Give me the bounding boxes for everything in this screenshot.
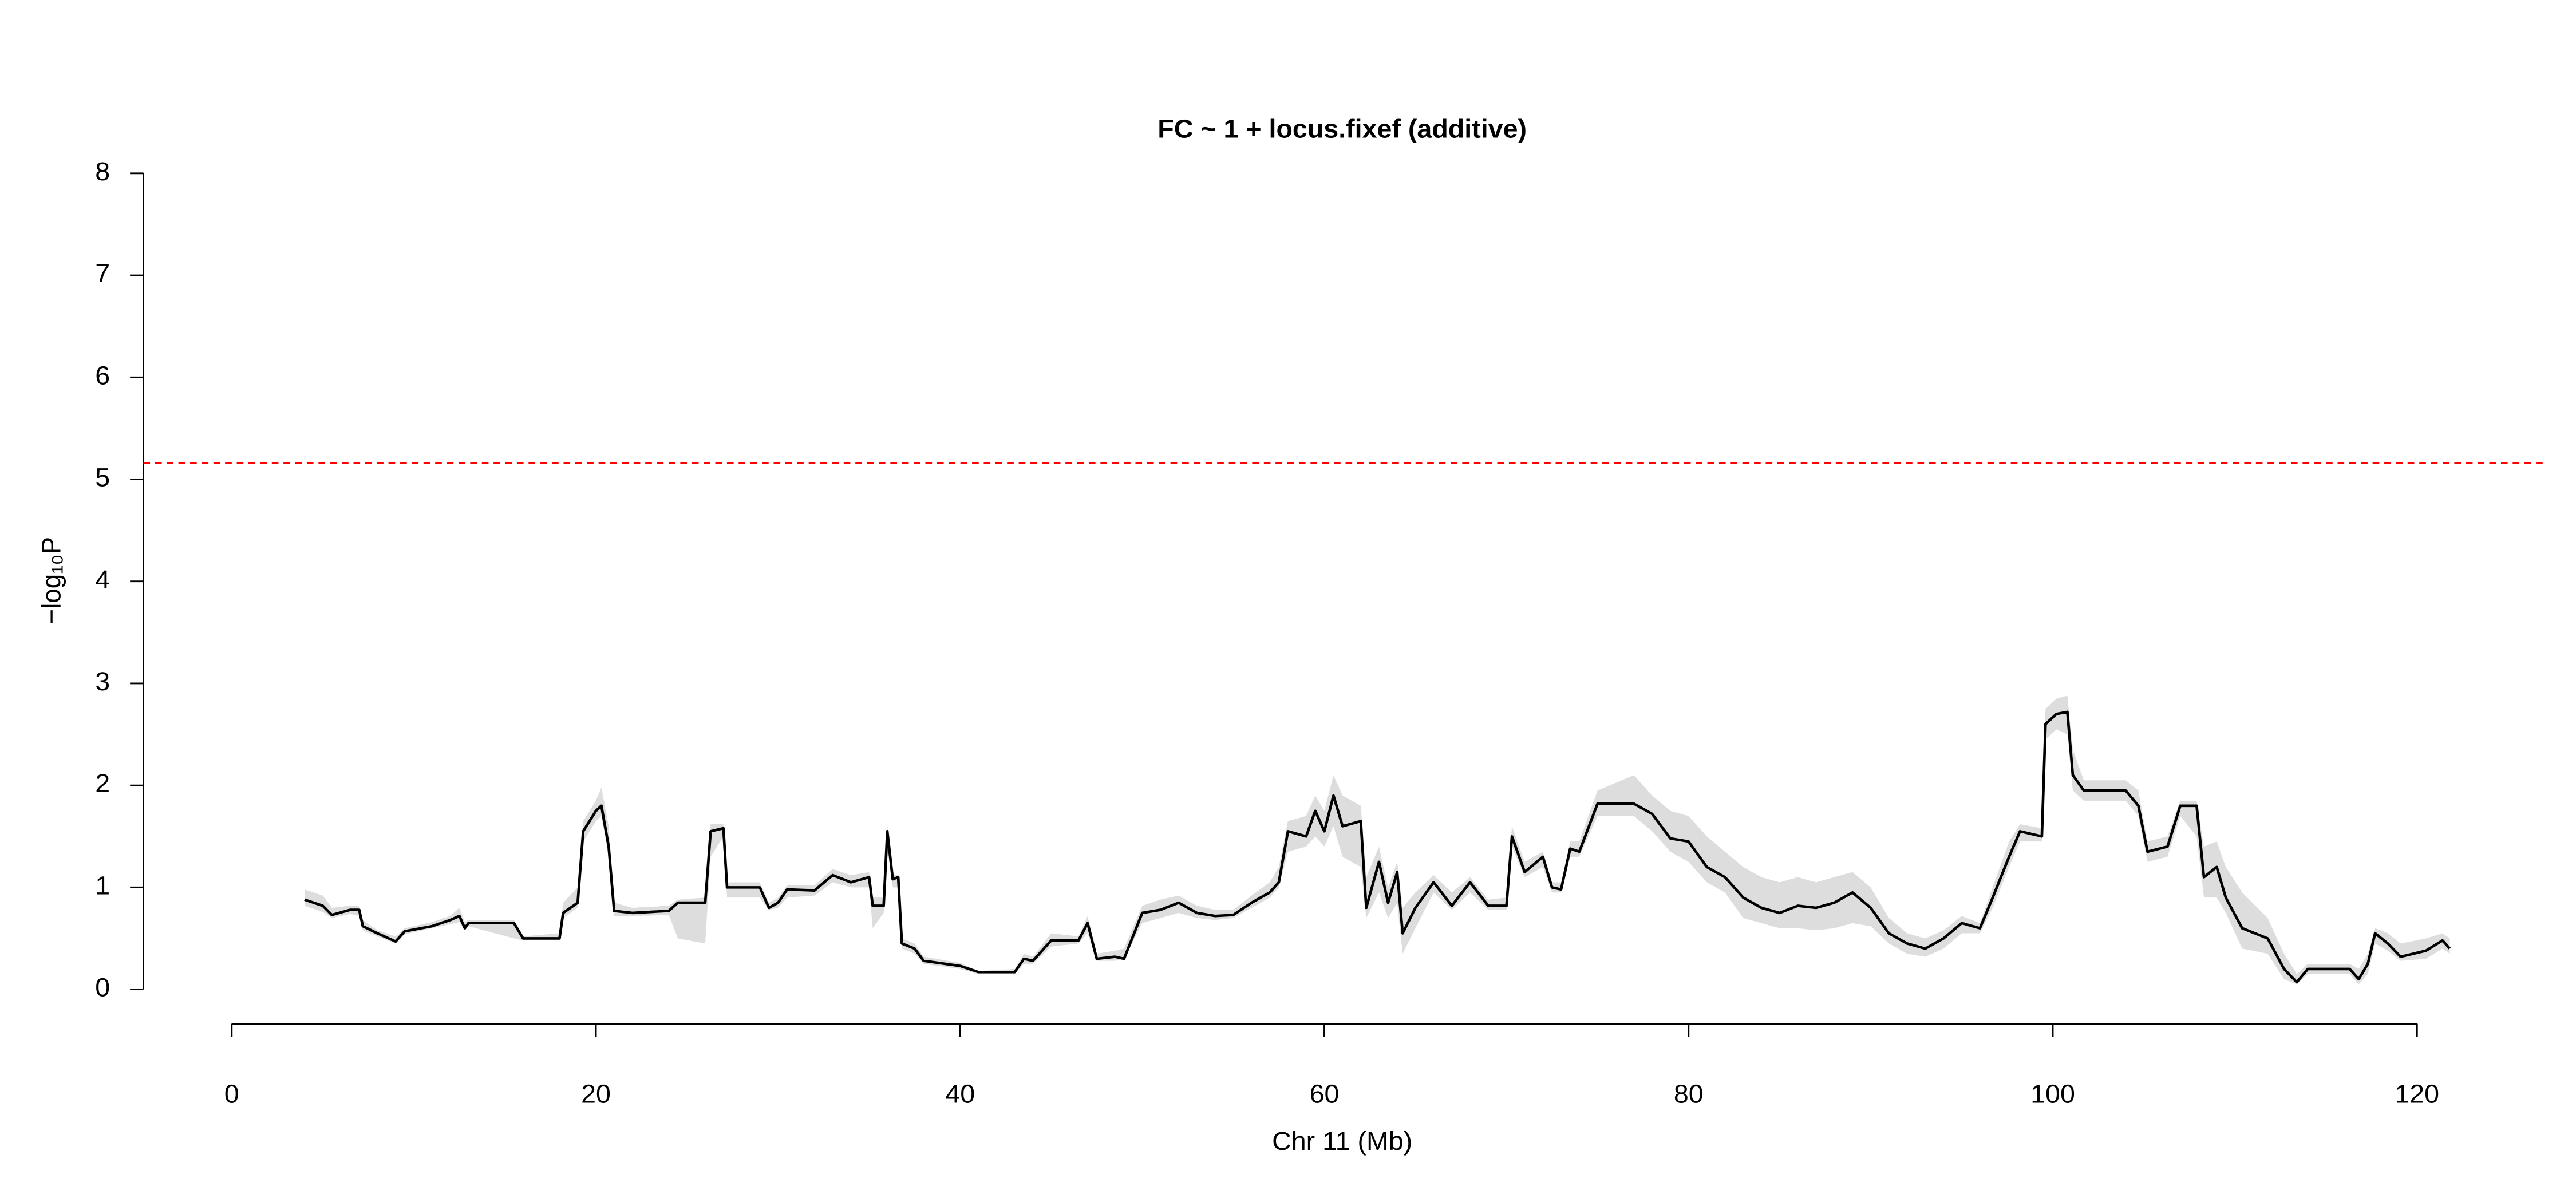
x-tick-label: 60 <box>1310 1079 1340 1108</box>
y-axis-label: −log₁₀P <box>36 537 66 624</box>
x-tick-label: 20 <box>581 1079 611 1108</box>
x-tick-label: 100 <box>2030 1079 2075 1108</box>
y-tick-label: 5 <box>95 462 110 492</box>
y-tick-label: 0 <box>95 972 110 1002</box>
y-tick-label: 3 <box>95 666 110 695</box>
x-axis-label: Chr 11 (Mb) <box>1272 1126 1412 1156</box>
y-tick-label: 7 <box>95 259 110 288</box>
y-tick-label: 1 <box>95 871 110 900</box>
y-tick-label: 4 <box>95 564 110 594</box>
y-tick-label: 8 <box>95 156 110 185</box>
x-tick-label: 40 <box>945 1079 975 1108</box>
x-tick-label: 80 <box>1674 1079 1704 1108</box>
data-line <box>304 710 2451 984</box>
x-tick-label: 0 <box>224 1079 239 1108</box>
x-tick-label: 120 <box>2395 1079 2439 1108</box>
chart-title: FC ~ 1 + locus.fixef (additive) <box>1157 114 1527 143</box>
y-tick-label: 2 <box>95 769 110 798</box>
y-tick-label: 6 <box>95 361 110 390</box>
confidence-band <box>305 695 2450 984</box>
